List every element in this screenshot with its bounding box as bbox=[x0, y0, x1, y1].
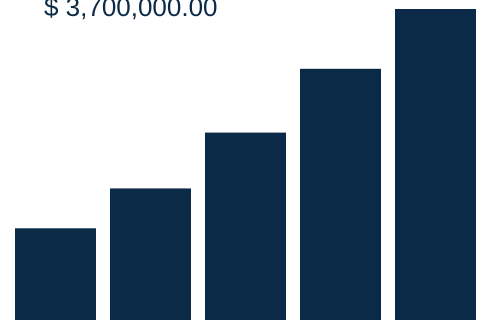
bar-2 bbox=[110, 188, 191, 320]
bar-5 bbox=[395, 9, 476, 320]
value-annotation: $ 3,700,000.00 bbox=[44, 0, 218, 22]
bar-4 bbox=[300, 68, 381, 320]
bar-3 bbox=[205, 132, 286, 320]
bar-1 bbox=[15, 228, 96, 320]
